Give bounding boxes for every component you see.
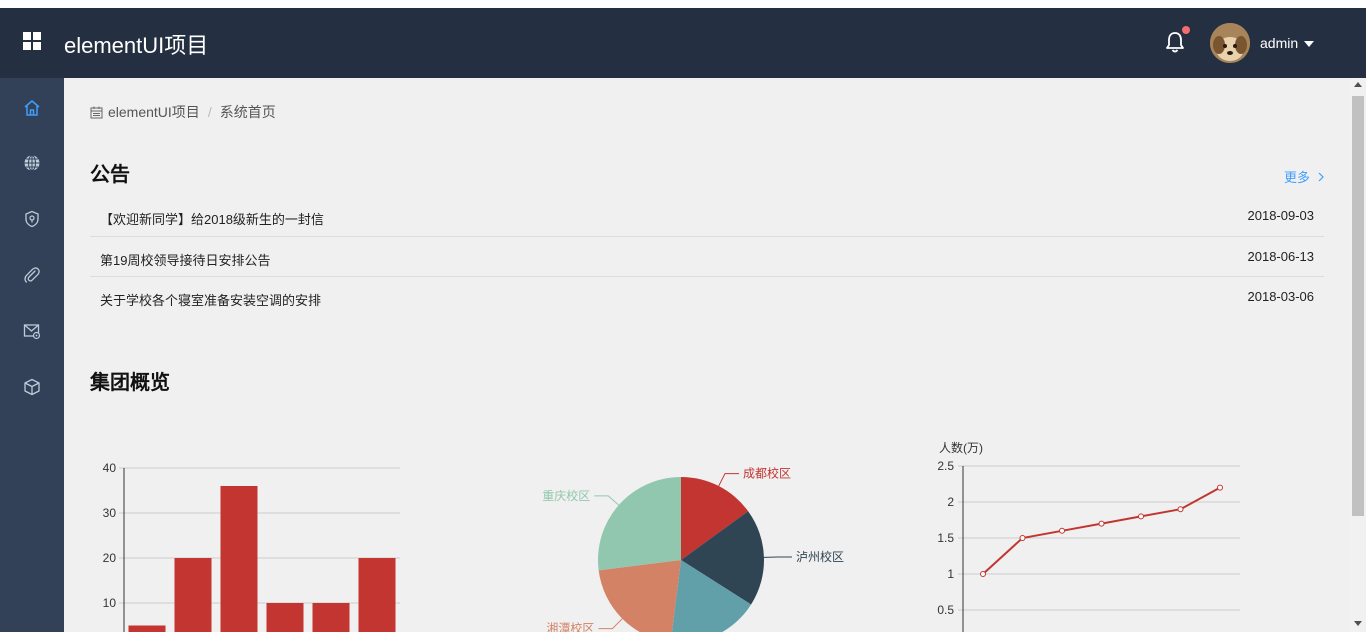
- bar: [358, 558, 396, 632]
- breadcrumb-separator: /: [207, 104, 212, 120]
- sidebar-item-mail[interactable]: [0, 303, 64, 359]
- pie-label: 湘潭校区: [546, 621, 594, 632]
- location-shield-icon: [25, 210, 39, 228]
- sidebar: [0, 78, 64, 632]
- bar: [220, 486, 258, 632]
- notice-title[interactable]: 【欢迎新同学】给2018级新生的一封信: [100, 212, 324, 227]
- sidebar-item-attachment[interactable]: [0, 247, 64, 303]
- notice-list: 【欢迎新同学】给2018级新生的一封信 2018-09-03 第19周校领导接待…: [90, 196, 1324, 318]
- chevron-right-icon: [1318, 172, 1324, 182]
- user-name[interactable]: admin: [1260, 35, 1299, 51]
- notice-title[interactable]: 第19周校领导接待日安排公告: [100, 252, 271, 268]
- data-point: [1177, 506, 1184, 513]
- y-tick-label: 2.5: [937, 459, 954, 473]
- y-tick-label: 0.5: [937, 603, 954, 617]
- sidebar-item-globe[interactable]: [0, 135, 64, 191]
- y-tick-label: 1.5: [937, 531, 954, 545]
- grid-icon[interactable]: [23, 32, 41, 50]
- sidebar-item-box[interactable]: [0, 359, 64, 415]
- notice-date: 2018-09-03: [1247, 208, 1315, 223]
- y-tick-label: 2: [947, 495, 954, 509]
- y-axis-label: 人数(万): [939, 440, 983, 455]
- top-strip: [0, 0, 1366, 8]
- scrollbar[interactable]: [1350, 78, 1366, 632]
- y-tick-label: 10: [103, 596, 117, 610]
- notice-section-title: 公告: [90, 164, 130, 186]
- data-point: [1138, 513, 1144, 520]
- y-tick-label: 1: [947, 567, 954, 581]
- notice-row[interactable]: 第19周校领导接待日安排公告 2018-06-13: [90, 237, 1324, 277]
- box-icon: [24, 378, 40, 396]
- sidebar-item-location[interactable]: [0, 191, 64, 247]
- caret-down-icon[interactable]: [1304, 41, 1314, 47]
- app-title: elementUI项目: [64, 33, 209, 58]
- notice-date: 2018-06-13: [1247, 248, 1315, 264]
- pie-label: 泸州校区: [796, 549, 844, 564]
- bar: [312, 603, 350, 632]
- notification-dot: [1182, 26, 1190, 34]
- breadcrumb: elementUI项目 / 系统首页: [90, 102, 276, 122]
- mail-settings-icon: [23, 324, 41, 340]
- line-chart: 人数(万) 0.5 1 1.5 2 2.5: [937, 440, 1240, 632]
- notice-row[interactable]: 【欢迎新同学】给2018级新生的一封信 2018-09-03: [90, 196, 1324, 237]
- pie-label: 重庆校区: [542, 488, 590, 503]
- pie-slice: [681, 477, 749, 560]
- sidebar-item-home[interactable]: [0, 80, 64, 136]
- calendar-icon: [90, 106, 103, 118]
- pie-slice: [598, 477, 681, 571]
- breadcrumb-item-current: 系统首页: [219, 104, 276, 120]
- scroll-thumb[interactable]: [1352, 96, 1364, 516]
- data-point: [1217, 484, 1223, 491]
- series-line: [982, 486, 1221, 575]
- top-header: elementUI项目 admin: [0, 8, 1366, 78]
- overview-section-title: 集团概览: [90, 372, 170, 394]
- more-link-label: 更多: [1284, 170, 1311, 185]
- y-tick-label: 20: [103, 551, 117, 565]
- pie-label-line: [718, 473, 740, 487]
- bell-icon[interactable]: [1164, 30, 1186, 54]
- pie-slice: [681, 511, 764, 605]
- notice-row[interactable]: 关于学校各个寝室准备安装空调的安排 2018-03-06: [90, 277, 1324, 318]
- y-tick-label: 40: [103, 461, 117, 475]
- notice-date: 2018-03-06: [1247, 289, 1315, 304]
- y-tick-label: 30: [103, 506, 117, 520]
- data-point: [980, 571, 986, 577]
- data-point: [1019, 535, 1026, 541]
- bar: [174, 558, 212, 632]
- scroll-up-icon[interactable]: [1354, 82, 1362, 87]
- bar: [266, 603, 304, 632]
- pie-slice: [598, 560, 681, 632]
- data-point: [1059, 527, 1065, 534]
- globe-icon: [24, 155, 40, 171]
- pie-label-line: [598, 618, 623, 630]
- breadcrumb-item-home[interactable]: elementUI项目: [108, 104, 200, 120]
- paperclip-icon: [24, 267, 40, 283]
- main-content: elementUI项目 / 系统首页 公告 更多 【欢迎新同学】给2018级新生…: [64, 78, 1350, 632]
- bar-chart: 10 20 30 40: [103, 461, 400, 632]
- scroll-down-icon[interactable]: [1354, 621, 1362, 626]
- more-link[interactable]: 更多: [1284, 167, 1325, 186]
- pie-label: 成都校区: [743, 466, 791, 481]
- bar: [128, 625, 166, 632]
- pie-slice: [671, 560, 752, 632]
- avatar[interactable]: [1210, 23, 1250, 63]
- pie-label-line: [594, 495, 620, 506]
- home-icon: [24, 100, 40, 116]
- notice-title[interactable]: 关于学校各个寝室准备安装空调的安排: [100, 293, 322, 308]
- data-point: [1098, 520, 1105, 527]
